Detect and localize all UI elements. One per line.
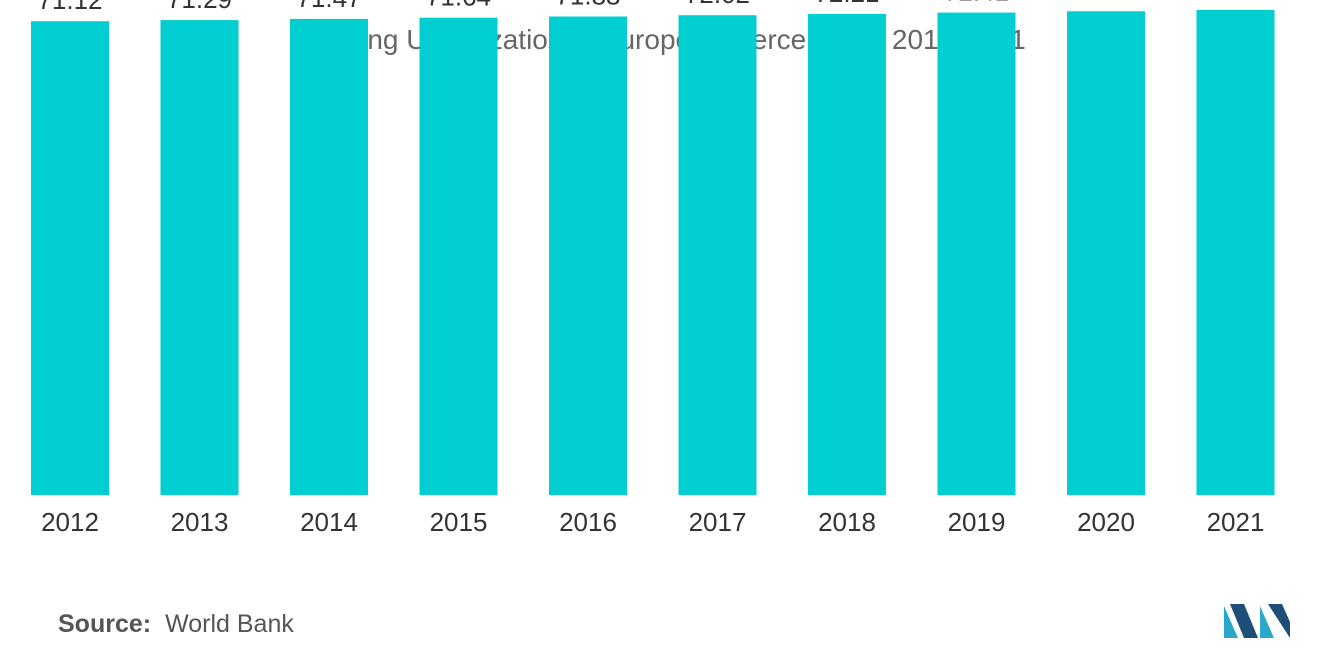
x-tick-label-2019: 2019 <box>948 507 1006 537</box>
chart-title: Growing Urbanization in Europe, in perce… <box>294 24 1026 55</box>
data-label-2016: 71.83 <box>555 0 620 11</box>
logo-shape-left <box>1224 606 1238 638</box>
data-label-2018: 72.21 <box>814 0 879 8</box>
data-label-2013: 71.29 <box>167 0 232 14</box>
data-label-2017: 72.02 <box>685 0 750 9</box>
bar-2016 <box>549 16 627 495</box>
data-label-2014: 71.47 <box>296 0 361 13</box>
source-note: Source: World Bank <box>58 610 294 639</box>
bar-2015 <box>419 17 498 495</box>
x-tick-label-2012: 2012 <box>41 507 99 537</box>
mordor-intelligence-logo-icon <box>1224 604 1290 638</box>
data-label-2015: 71.64 <box>426 0 491 12</box>
x-tick-label-2020: 2020 <box>1077 507 1135 537</box>
bar-2019 <box>937 12 1016 495</box>
logo-shape-right <box>1260 606 1274 638</box>
x-tick-label-2015: 2015 <box>430 507 488 537</box>
logo-shape-mid <box>1230 604 1258 638</box>
x-tick-label-2021: 2021 <box>1207 507 1265 537</box>
bar-2018 <box>808 13 886 496</box>
x-tick-label-2018: 2018 <box>818 507 876 537</box>
bar-2014 <box>290 18 368 496</box>
logo-shape-far <box>1268 604 1290 638</box>
bar-2013 <box>160 20 239 495</box>
x-axis-tick-labels: 2012 2013 2014 2015 2016 2017 2018 2019 2020 2021 <box>41 507 1264 537</box>
bar-2017 <box>678 15 757 495</box>
bar-2020 <box>1067 11 1145 496</box>
x-tick-label-2017: 2017 <box>689 507 747 537</box>
bar-2012 <box>31 21 109 495</box>
data-labels-group: 71.12 71.29 71.47 71.64 71.83 72.02 72.21 72.41… <box>37 0 1268 15</box>
bars-group <box>31 9 1275 496</box>
bar-chart: 71.12 71.29 71.47 71.64 71.83 72.02 72.21 72.41… <box>31 0 1275 537</box>
data-label-2021: 72.82 <box>1203 0 1268 4</box>
x-tick-label-2013: 2013 <box>171 507 229 537</box>
data-label-2012: 71.12 <box>37 0 102 15</box>
data-label-2020: 72.61 <box>1073 0 1138 5</box>
source-value: World Bank <box>165 610 294 638</box>
data-label-2019: 72.41 <box>944 0 1009 7</box>
x-tick-label-2016: 2016 <box>559 507 617 537</box>
bar-2021 <box>1196 9 1275 496</box>
source-label: Source: <box>58 610 152 638</box>
x-tick-label-2014: 2014 <box>300 507 358 537</box>
